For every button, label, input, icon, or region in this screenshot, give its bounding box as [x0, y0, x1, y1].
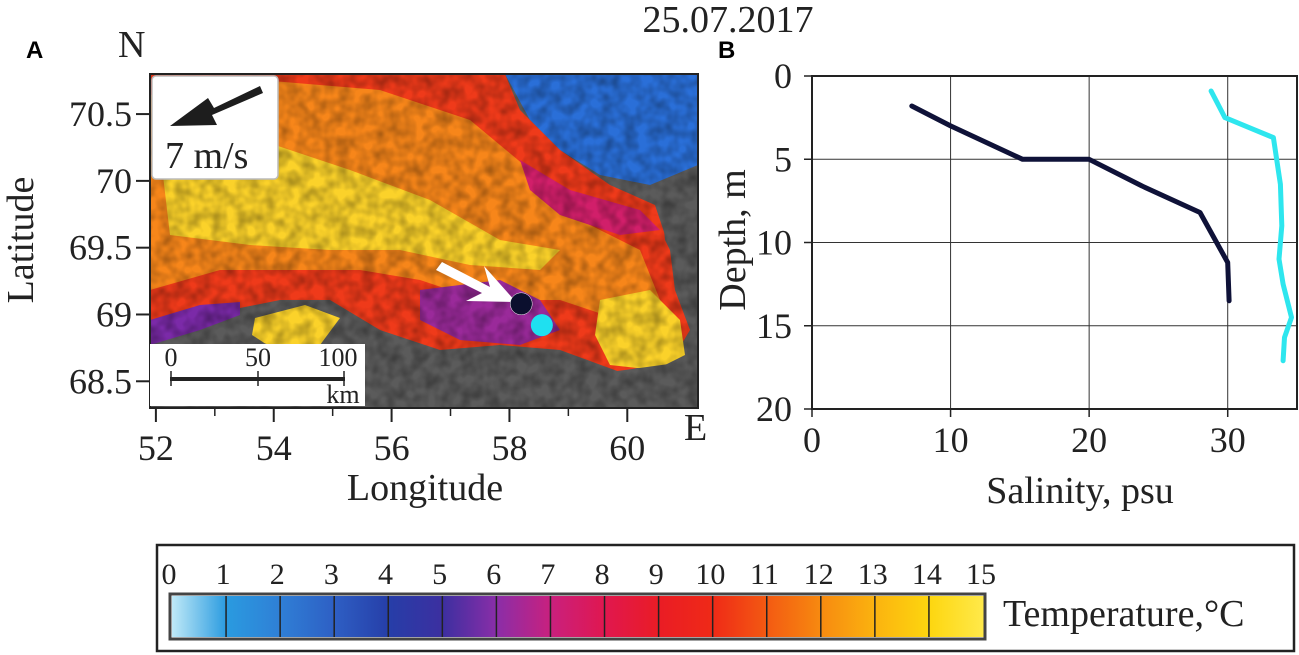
profile-x-tick-label: 0 — [803, 420, 821, 460]
colorbar-tick-label: 6 — [486, 558, 501, 591]
map-y-tick-label: 69 — [96, 294, 132, 334]
map-y-tick-label: 70 — [96, 161, 132, 201]
station-cyan-marker — [530, 314, 553, 337]
colorbar-tick-label: 11 — [750, 558, 779, 591]
map-x-tick-label: 54 — [256, 428, 292, 468]
profile-ylabel: Depth, m — [712, 169, 754, 310]
colorbar-tick-label: 15 — [966, 558, 996, 591]
profile-y-tick-label: 15 — [756, 306, 792, 346]
profile-x-tick-label: 30 — [1210, 420, 1246, 460]
scale-bar: 0 50 100 km — [150, 343, 365, 409]
map-x-tick-label: 58 — [491, 428, 527, 468]
profile-xlabel: Salinity, psu — [986, 470, 1174, 512]
colorbar-tick-label: 1 — [216, 558, 231, 591]
colorbar: 0 1 2 3 4 5 6 7 8 9 10 11 12 13 14 15 — [162, 558, 996, 637]
pointer-arrow-icon — [436, 262, 516, 302]
colorbar-tick-label: 9 — [649, 558, 664, 591]
profile-x-tick-label: 20 — [1071, 420, 1107, 460]
profile-line-cyan — [1208, 88, 1294, 364]
map-x-tick-label: 56 — [374, 428, 410, 468]
colorbar-segment — [874, 596, 930, 637]
map-y-tick-label: 69.5 — [69, 228, 132, 268]
colorbar-tick-label: 7 — [540, 558, 555, 591]
map-ticks: 52 54 56 58 60 68.5 69 69.5 70 70.5 — [69, 94, 645, 468]
colorbar-segment — [388, 596, 443, 637]
colorbar-segment — [658, 596, 714, 637]
wind-inset: 7 m/s — [151, 75, 279, 180]
east-label: E — [684, 407, 707, 449]
colorbar-label: Temperature,°C — [1003, 593, 1245, 635]
colorbar-tick-label: 2 — [270, 558, 285, 591]
colorbar-segment — [496, 596, 551, 637]
colorbar-segment — [766, 596, 822, 637]
colorbar-segment — [280, 596, 335, 637]
scale-bar-label-100: 100 — [319, 343, 358, 372]
colorbar-tick-label: 5 — [432, 558, 447, 591]
colorbar-tick-label: 14 — [912, 558, 942, 591]
colorbar-tick-label: 8 — [595, 558, 610, 591]
colorbar-segment — [550, 596, 606, 637]
wind-label: 7 m/s — [165, 135, 248, 177]
colorbar-tick-label: 10 — [695, 558, 725, 591]
map-frame — [149, 73, 699, 409]
profile-y-tick-label: 10 — [756, 223, 792, 263]
colorbar-segment — [820, 596, 876, 637]
colorbar-segment — [334, 596, 389, 637]
map-x-tick-label: 60 — [609, 428, 645, 468]
wind-arrow-icon — [170, 86, 263, 126]
map-ylabel: Latitude — [0, 177, 42, 304]
colorbar-segment — [226, 596, 281, 637]
profile-y-tick-label: 5 — [774, 139, 792, 179]
profile-y-tick-label: 20 — [756, 389, 792, 429]
colorbar-tick-label: 13 — [858, 558, 888, 591]
station-dark-marker — [509, 292, 533, 316]
scale-bar-unit: km — [326, 380, 359, 409]
colorbar-tick-label: 0 — [162, 558, 177, 591]
panel-b-letter: B — [718, 37, 735, 64]
colorbar-tick-label: 3 — [324, 558, 339, 591]
profile-series — [909, 88, 1294, 364]
date-title: 25.07.2017 — [643, 0, 814, 41]
colorbar-tick-label: 12 — [804, 558, 834, 591]
profile-ticks: 0 10 20 30 0 5 10 15 20 — [756, 56, 1246, 460]
scale-bar-label-0: 0 — [165, 343, 178, 372]
colorbar-segment — [928, 596, 984, 637]
colorbar-tick-label: 4 — [378, 558, 393, 591]
profile-x-tick-label: 10 — [933, 420, 969, 460]
map-xlabel: Longitude — [347, 467, 503, 509]
north-label: N — [118, 24, 145, 66]
map-y-tick-label: 70.5 — [69, 94, 132, 134]
profile-grid — [812, 76, 1297, 409]
profile-y-tick-label: 0 — [774, 56, 792, 96]
panel-a-letter: A — [26, 37, 43, 64]
colorbar-segment — [712, 596, 768, 637]
colorbar-segment — [604, 596, 660, 637]
profile-line-dark — [909, 103, 1232, 304]
colorbar-segment — [172, 596, 227, 637]
wind-box — [151, 75, 279, 180]
map-x-tick-label: 52 — [138, 428, 174, 468]
map-y-tick-label: 68.5 — [69, 361, 132, 401]
colorbar-frame — [168, 592, 987, 641]
colorbar-segment — [442, 596, 497, 637]
scale-bar-label-50: 50 — [245, 343, 271, 372]
